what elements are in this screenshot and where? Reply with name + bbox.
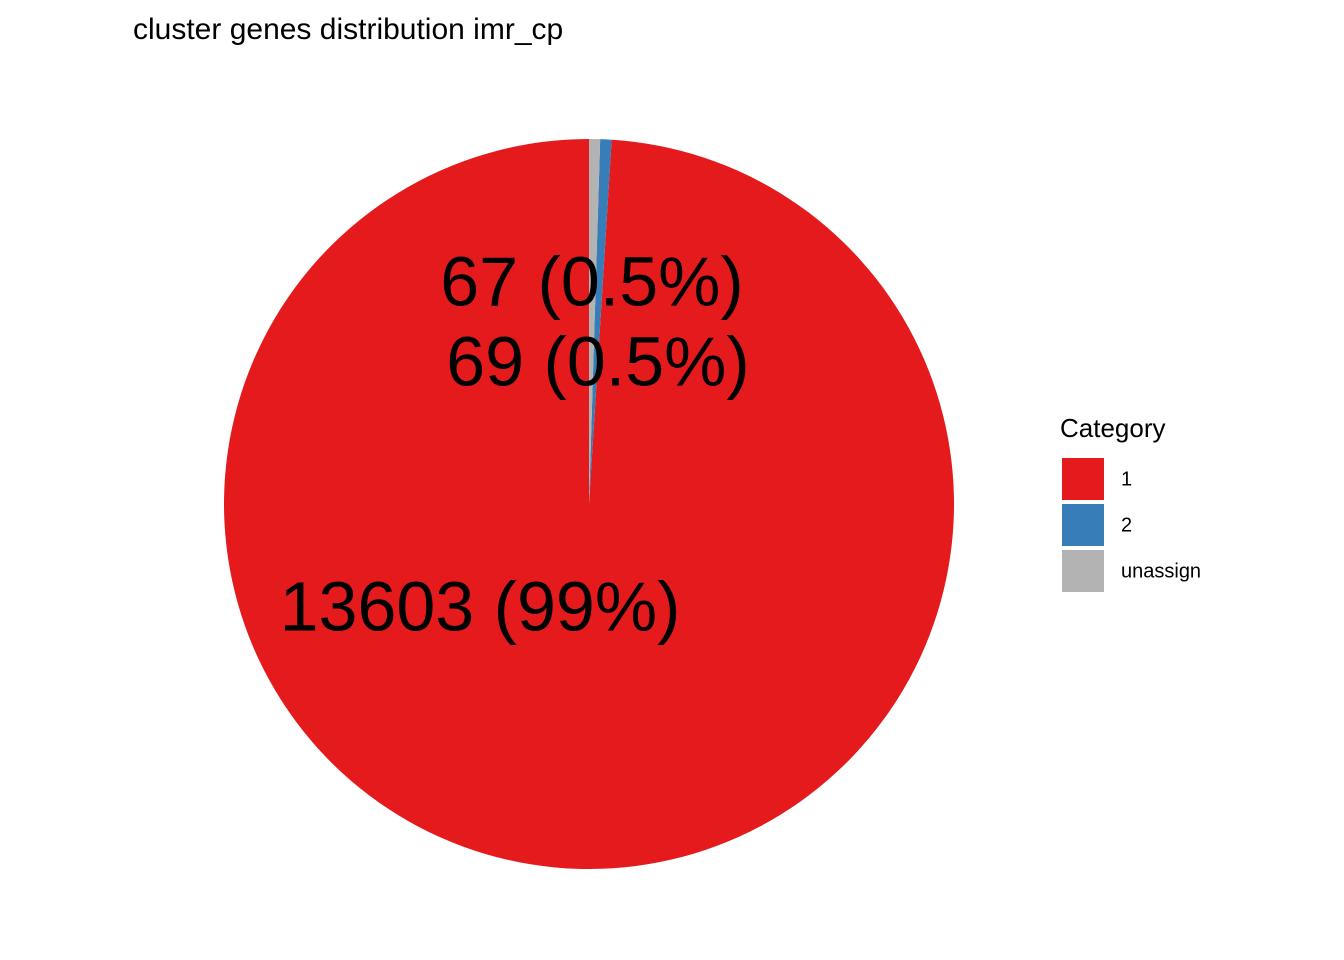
legend-label: 1 <box>1121 468 1132 490</box>
legend-label: 2 <box>1121 514 1132 536</box>
pie-slice <box>589 139 601 504</box>
data-label: 69 (0.5%) <box>446 322 749 400</box>
legend-key <box>1062 504 1104 546</box>
legend-key <box>1062 458 1104 500</box>
data-label: 67 (0.5%) <box>440 242 743 320</box>
legend-label: unassign <box>1121 560 1201 582</box>
pie-slice <box>223 139 954 869</box>
pie-slice <box>589 139 612 504</box>
legend-title: Category <box>1060 413 1166 443</box>
legend-key <box>1062 550 1104 592</box>
data-label: 13603 (99%) <box>280 567 681 645</box>
chart-title: cluster genes distribution imr_cp <box>133 13 563 46</box>
